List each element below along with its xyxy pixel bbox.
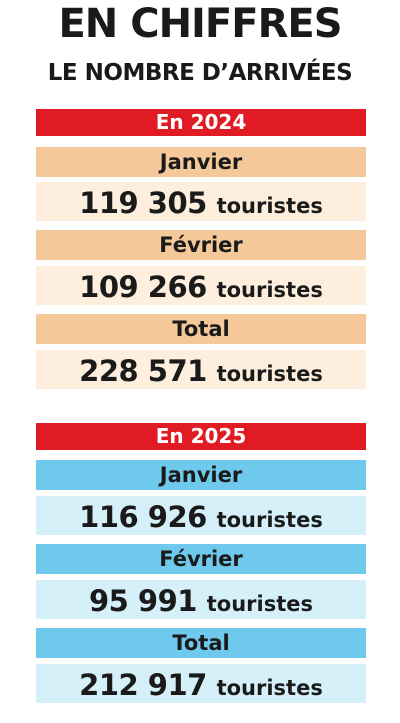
value-unit: touristes [216, 194, 323, 218]
value-number: 109 266 [79, 270, 207, 304]
subtitle: LE NOMBRE D’ARRIVÉES [47, 60, 353, 86]
value-number: 228 571 [79, 354, 207, 388]
row-2025-total-value: 212 917 touristes [36, 664, 366, 703]
row-2025-february-value: 95 991 touristes [36, 580, 366, 619]
row-2024-february-label: Février [36, 230, 366, 260]
row-2024-january-label: Janvier [36, 147, 366, 177]
year-2025-band: En 2025 [36, 423, 366, 450]
value-number: 212 917 [79, 668, 207, 702]
value-unit: touristes [216, 676, 323, 700]
value-unit: touristes [206, 592, 313, 616]
value-unit: touristes [216, 278, 323, 302]
value-number: 119 305 [79, 186, 207, 220]
row-2024-total-label: Total [36, 314, 366, 344]
year-2024-band: En 2024 [36, 109, 366, 136]
row-2025-january-label: Janvier [36, 460, 366, 490]
row-2024-january-value: 119 305 touristes [36, 182, 366, 221]
row-2025-total-label: Total [36, 628, 366, 658]
row-2024-february-value: 109 266 touristes [36, 266, 366, 305]
value-number: 116 926 [79, 500, 207, 534]
value-number: 95 991 [88, 584, 198, 618]
row-2025-february-label: Février [36, 544, 366, 574]
row-2025-january-value: 116 926 touristes [36, 496, 366, 535]
value-unit: touristes [216, 508, 323, 532]
row-2024-total-value: 228 571 touristes [36, 350, 366, 389]
main-title: EN CHIFFRES [58, 1, 342, 47]
value-unit: touristes [216, 362, 323, 386]
